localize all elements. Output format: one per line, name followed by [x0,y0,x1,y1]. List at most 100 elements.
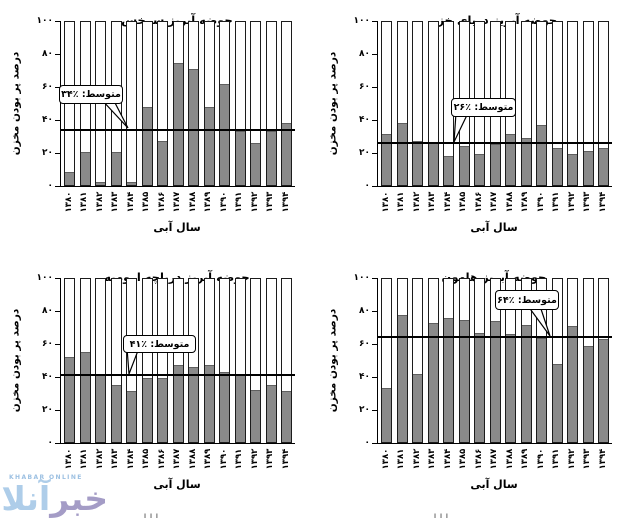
bar-fill [413,141,422,185]
average-callout: متوسط: ٪۲۶ [451,98,516,117]
x-tick-label: ۱۳۸۷ [489,191,499,213]
bar-fill [490,321,500,442]
x-tick-label: ۱۳۹۳ [582,448,592,470]
bar-fill [142,378,152,442]
bar-fill [204,106,214,185]
bar [427,21,439,186]
x-tick-label: ۱۳۹۲ [249,448,260,470]
bar-fill [521,324,531,442]
x-tick-label: ۱۳۸۳ [427,191,437,213]
y-tick-mark [55,310,61,312]
bar [520,21,532,186]
bar-fill [282,123,291,185]
x-tick-label: ۱۳۸۶ [156,448,167,470]
bar [551,21,563,186]
y-tick-mark [55,442,61,444]
bar [381,21,392,186]
bar-fill [220,83,229,185]
bar [64,278,75,443]
y-tick-mark [372,343,378,345]
x-tick-label: ۱۳۸۵ [458,448,468,470]
bar-fill [173,62,183,185]
bar [126,278,137,443]
x-tick-label: ۱۳۹۲ [566,448,577,470]
bar-fill [537,124,546,185]
bar-fill [189,367,198,442]
x-axis-ticks: ۱۳۸۰ ۱۳۸۱ ۱۳۸۲ ۱۳۸۳ ۱۳۸۴ ۱۳۸۵ ۱۳۸۶ ۱۳۸۷ ۱۳۸۸ ۱۳۸۹… [0,190,316,224]
bar [412,278,423,443]
average-line [61,128,295,131]
bar-fill [111,152,121,185]
x-tick-label: ۱۳۹۳ [265,448,275,470]
bar-fill [459,319,469,442]
average-callout-label: متوسط: ٪۴۱ [129,338,190,350]
y-tick-mark [372,53,378,55]
y-tick-mark [372,409,378,411]
y-tick-mark [372,310,378,312]
x-tick-label: ۱۳۹۲ [566,191,577,213]
bar [110,278,122,443]
y-tick-mark [372,277,378,279]
y-tick-label: ۱۰۰ [353,16,370,26]
bar-fill [80,152,90,185]
bar [489,278,501,443]
y-tick-mark [372,185,378,187]
x-tick-label: ۱۳۸۰ [63,191,74,213]
bar-fill [266,384,276,442]
plot-area: متوسط: ٪۶۴ ۰ ۲۰ ۴۰ ۶۰ ۸۰ ۱۰۰ [354,273,612,448]
bar-fill [251,142,260,185]
x-tick-label: ۱۳۹۰ [218,448,229,470]
y-tick-label: ۰ [47,438,54,448]
y-tick-label: ۰ [364,438,371,448]
bar [265,21,277,186]
y-tick-label: ۰ [364,181,371,191]
bar-fill [235,375,245,442]
bar-fill [428,323,438,442]
plot-area: متوسط: ٪۳۴ ۰ ۲۰ ۴۰ ۶۰ ۸۰ ۱۰۰ [37,16,295,191]
bar-fill [80,352,90,442]
x-tick-label: ۱۳۸۲ [411,191,422,213]
y-tick-mark [55,119,61,121]
x-tick-label: ۱۳۸۸ [187,448,198,470]
bar [281,278,292,443]
bar-fill [583,150,593,185]
khabaronline-logo-text-right: خبر [50,479,110,518]
average-line [61,374,295,377]
watermark-latin-text: KHABAR ONLINE [9,474,83,481]
bar [520,278,532,443]
y-tick-label: ۸۰ [42,306,53,316]
bar-fill [382,388,391,442]
bar [396,21,408,186]
x-tick-label: ۱۳۹۴ [280,448,291,470]
average-line [378,142,612,145]
bar-fill [506,134,515,185]
bar-fill [282,391,291,442]
average-callout-label: متوسط: ٪۲۶ [453,102,514,113]
bar-fill [382,134,391,185]
bar-fill [65,171,74,185]
y-tick-mark [372,152,378,154]
bar [188,21,199,186]
bar [141,278,153,443]
x-tick-label: ۱۳۸۵ [458,191,468,213]
bar [188,278,199,443]
y-tick-label: ۲۰ [359,405,370,415]
y-tick-label: ۶۰ [359,339,370,349]
y-tick-label: ۰ [47,181,54,191]
bar-fill [158,378,167,442]
x-tick-label: ۱۳۸۶ [473,448,484,470]
bar [427,278,439,443]
y-tick-mark [372,442,378,444]
x-tick-label: ۱۳۹۱ [551,448,561,470]
x-tick-label: ۱۳۸۲ [411,448,422,470]
bar-fill [428,142,438,185]
x-tick-label: ۱۳۸۵ [141,191,151,213]
bar [157,21,168,186]
y-tick-mark [55,185,61,187]
y-tick-label: ۸۰ [359,306,370,316]
y-tick-label: ۲۰ [359,148,370,158]
x-axis-label: سال آبی [470,478,518,491]
y-tick-mark [55,53,61,55]
bar-fill [142,106,152,185]
y-tick-mark [55,376,61,378]
